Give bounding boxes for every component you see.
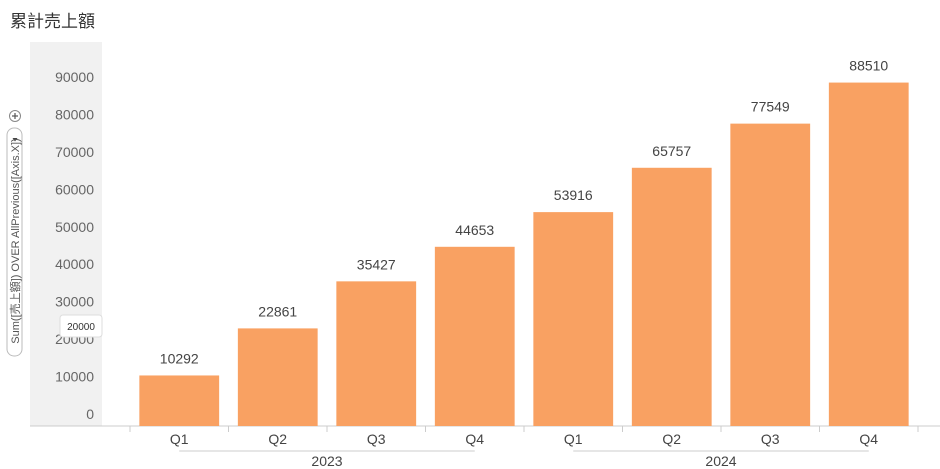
data-label: 44653 xyxy=(455,222,494,238)
x-tick-label: Q2 xyxy=(268,431,287,447)
data-label: 10292 xyxy=(160,350,199,366)
value-tooltip: 20000 xyxy=(59,314,103,338)
data-label: 53916 xyxy=(554,187,593,203)
data-label: 77549 xyxy=(751,99,790,115)
x-group-label: 2024 xyxy=(705,453,736,469)
bar[interactable] xyxy=(533,212,614,426)
x-axis: Q1 Q2 Q3 Q4 Q1 Q2 Q3 Q4 2023 2024 xyxy=(129,426,919,469)
bar[interactable] xyxy=(237,328,318,426)
data-label: 88510 xyxy=(849,58,888,74)
data-label: 35427 xyxy=(357,256,396,272)
data-label: 65757 xyxy=(652,143,691,159)
y-tick-label: 50000 xyxy=(55,219,94,235)
bar[interactable] xyxy=(336,281,417,426)
y-tick-label: 70000 xyxy=(55,144,94,160)
chevron-down-icon[interactable] xyxy=(12,138,18,142)
x-group-label: 2023 xyxy=(311,453,342,469)
axis-selector[interactable]: Sum([売上額]) OVER AllPrevious([Axis.X]) xyxy=(6,127,23,357)
y-tick-label: 0 xyxy=(86,406,94,422)
y-tick-label: 80000 xyxy=(55,106,94,122)
chart-title: 累計売上額 xyxy=(10,12,95,32)
y-tick-label: 10000 xyxy=(55,369,94,385)
y-axis-title: Sum([売上額]) OVER AllPrevious([Axis.X]) xyxy=(9,138,22,343)
x-tick-label: Q3 xyxy=(367,431,386,447)
data-label: 22861 xyxy=(258,303,297,319)
add-axis-button[interactable] xyxy=(9,110,21,122)
bar[interactable] xyxy=(631,167,712,427)
x-tick-label: Q4 xyxy=(859,431,878,447)
data-labels: 10292 22861 35427 44653 53916 65757 77549 88510 xyxy=(160,58,889,367)
x-tick-label: Q3 xyxy=(761,431,780,447)
y-tick-label: 90000 xyxy=(55,69,94,85)
bar[interactable] xyxy=(828,82,909,426)
bars xyxy=(139,82,909,427)
y-tick-label: 60000 xyxy=(55,181,94,197)
bar[interactable] xyxy=(139,375,220,426)
x-tick-label: Q1 xyxy=(564,431,583,447)
bar[interactable] xyxy=(434,246,515,426)
x-tick-label: Q2 xyxy=(662,431,681,447)
y-axis-band xyxy=(30,42,102,426)
bar[interactable] xyxy=(730,123,811,427)
x-tick-label: Q4 xyxy=(465,431,484,447)
y-tick-label: 40000 xyxy=(55,256,94,272)
x-tick-label: Q1 xyxy=(170,431,189,447)
tooltip-text: 20000 xyxy=(67,322,95,333)
y-tick-label: 30000 xyxy=(55,294,94,310)
